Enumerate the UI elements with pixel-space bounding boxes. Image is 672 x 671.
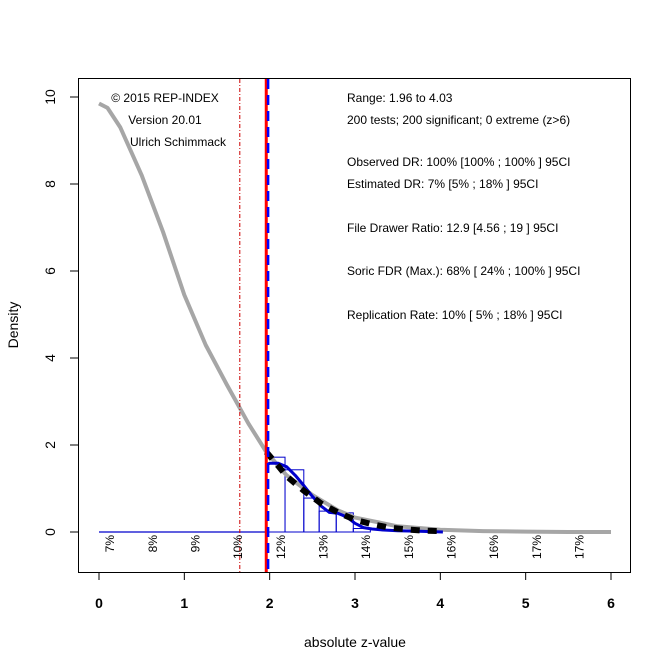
x-axis: 0 1 2 3 4 5 6	[95, 572, 615, 611]
percent-label: 10%	[231, 535, 245, 559]
y-tick-label: 6	[42, 267, 58, 275]
plot-frame	[78, 78, 631, 573]
percent-label: 13%	[316, 535, 330, 559]
x-tick-label: 3	[351, 595, 359, 611]
stat-file-drawer: File Drawer Ratio: 12.9 [4.56 ; 19 ] 95C…	[347, 221, 558, 235]
stat-soric-fdr: Soric FDR (Max.): 68% [ 24% ; 100% ] 95C…	[347, 264, 580, 278]
x-tick-label: 4	[436, 595, 444, 611]
x-tick-label: 1	[180, 595, 188, 611]
stat-range: Range: 1.96 to 4.03	[347, 91, 453, 105]
curves	[98, 101, 611, 535]
percent-label: 17%	[530, 535, 544, 559]
credits-annotation: © 2015 REP-INDEX Version 20.01 Ulrich Sc…	[111, 91, 227, 149]
stat-observed-dr: Observed DR: 100% [100% ; 100% ] 95CI	[347, 155, 570, 169]
credit-version: Version 20.01	[128, 113, 202, 127]
stat-tests: 200 tests; 200 significant; 0 extreme (z…	[347, 113, 570, 127]
percent-label: 17%	[572, 535, 586, 559]
x-tick-label: 5	[522, 595, 530, 611]
x-axis-label: absolute z-value	[304, 634, 406, 650]
percent-labels: 7% 8% 9% 10% 12% 13% 14% 15% 16% 16% 17% 17%	[103, 535, 586, 559]
x-tick-label: 6	[607, 595, 615, 611]
credit-author: Ulrich Schimmack	[130, 135, 227, 149]
percent-label: 12%	[274, 535, 288, 559]
vertical-lines	[239, 79, 270, 572]
y-tick-label: 4	[42, 354, 58, 362]
y-tick-label: 0	[42, 528, 58, 536]
percent-label: 16%	[444, 535, 458, 559]
stat-estimated-dr: Estimated DR: 7% [5% ; 18% ] 95CI	[347, 177, 538, 191]
percent-label: 8%	[146, 535, 160, 553]
stats-annotation: Range: 1.96 to 4.03 200 tests; 200 signi…	[347, 91, 580, 322]
percent-label: 15%	[402, 535, 416, 559]
percent-label: 7%	[103, 535, 117, 553]
y-tick-label: 10	[42, 89, 58, 105]
stat-replication-rate: Replication Rate: 10% [ 5% ; 18% ] 95CI	[347, 308, 562, 322]
x-tick-label: 0	[95, 595, 103, 611]
x-tick-label: 2	[266, 595, 274, 611]
y-axis-label: Density	[5, 302, 21, 349]
y-tick-label: 8	[42, 180, 58, 188]
percent-label: 14%	[359, 535, 373, 559]
percent-label: 9%	[188, 535, 202, 553]
black-dashed-curve	[264, 450, 441, 535]
y-axis: 0 2 4 6 8 10	[42, 89, 78, 536]
histogram-bar	[352, 528, 371, 533]
percent-label: 16%	[487, 535, 501, 559]
blue-fit-curve	[265, 461, 443, 534]
y-tick-label: 2	[42, 441, 58, 449]
credit-copyright: © 2015 REP-INDEX	[111, 91, 219, 105]
